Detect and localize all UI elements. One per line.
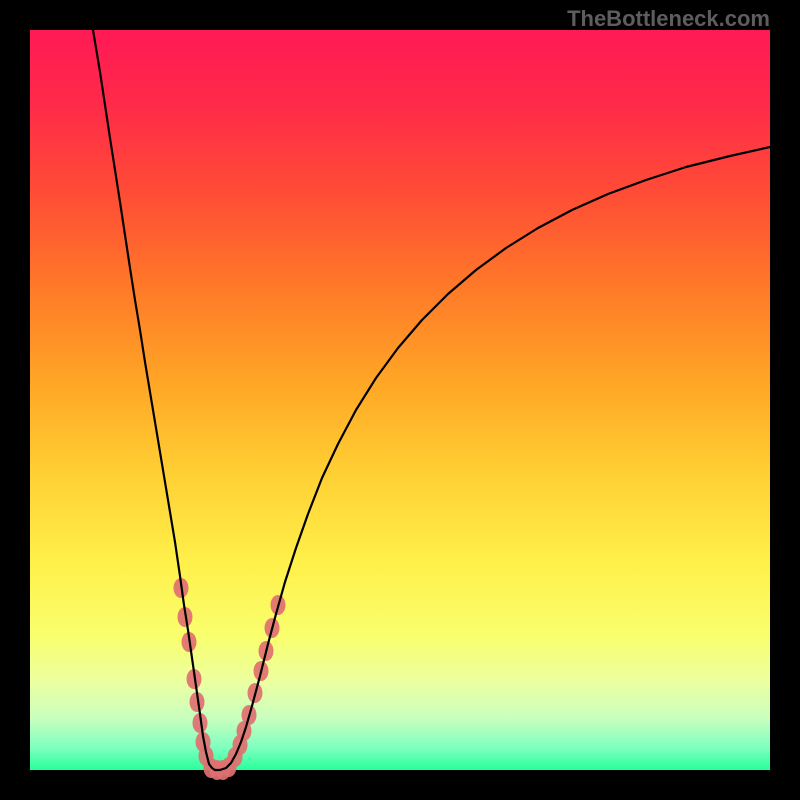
curve-left [93, 30, 215, 770]
watermark-text: TheBottleneck.com [567, 6, 770, 32]
curve-right [215, 147, 770, 770]
scatter-point-bottom [222, 757, 237, 777]
plot-group [93, 30, 770, 780]
chart-svg-layer [0, 0, 800, 800]
chart-frame: TheBottleneck.com [0, 0, 800, 800]
